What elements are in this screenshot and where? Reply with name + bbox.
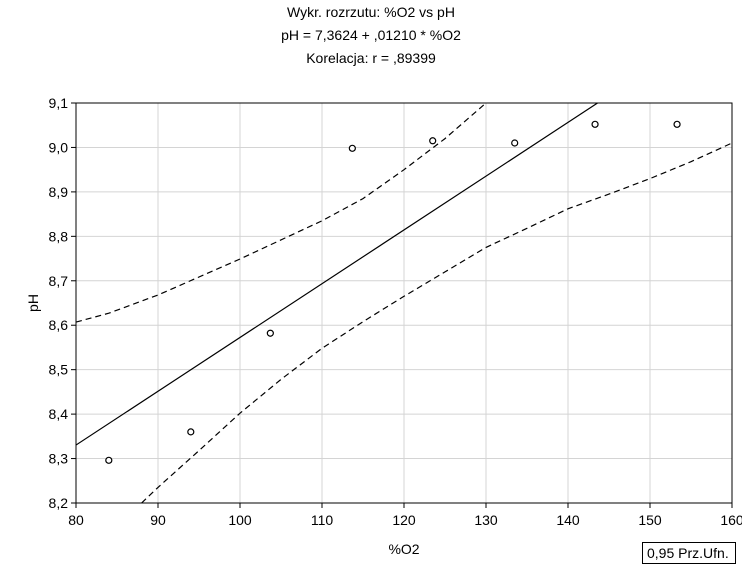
y-tick-label: 9,1 [49, 95, 69, 111]
x-tick-label: 110 [311, 512, 334, 528]
data-point [591, 120, 599, 128]
y-tick-label: 8,9 [49, 184, 69, 200]
grid-lines [75, 102, 733, 504]
x-tick-label: 160 [720, 512, 742, 528]
confidence-band-lower [141, 142, 732, 503]
regression-line [76, 103, 599, 446]
x-tick-label: 150 [638, 512, 662, 528]
data-point [348, 144, 356, 152]
y-axis-label: pH [25, 294, 41, 312]
x-tick-label: 130 [474, 512, 498, 528]
x-tick-label: 140 [556, 512, 580, 528]
data-point [673, 120, 681, 128]
x-tick-label: 120 [392, 512, 416, 528]
y-tick-label: 9,0 [49, 139, 69, 155]
y-tick-label: 8,5 [49, 362, 69, 378]
x-tick-label: 80 [68, 512, 84, 528]
curves-layer [76, 103, 732, 503]
confidence-band-upper [76, 103, 487, 323]
x-tick-label: 100 [228, 512, 252, 528]
data-point [511, 139, 519, 147]
y-tick-label: 8,4 [49, 406, 69, 422]
chart-title: Wykr. rozrzutu: %O2 vs pH [287, 4, 455, 20]
y-tick-label: 8,6 [49, 317, 69, 333]
y-tick-label: 8,3 [49, 451, 69, 467]
data-points [105, 120, 681, 464]
y-tick-label: 8,7 [49, 273, 69, 289]
data-point [266, 329, 274, 337]
regression-equation: pH = 7,3624 + ,01210 * %O2 [281, 27, 461, 43]
confidence-legend: 0,95 Prz.Ufn. [642, 542, 736, 564]
correlation-label: Korelacja: r = ,89399 [306, 50, 436, 66]
y-tick-label: 8,2 [49, 495, 69, 511]
x-axis-ticks: 80 90 100 110 120 130 140 150 160 [68, 503, 742, 528]
x-axis-label: %O2 [388, 541, 419, 557]
y-axis-ticks: 8,2 8,3 8,4 8,5 8,6 8,7 8,8 8,9 9,0 9,1 [49, 95, 76, 511]
x-tick-label: 90 [150, 512, 166, 528]
data-point [105, 456, 113, 464]
data-point [429, 137, 437, 145]
data-point [187, 428, 195, 436]
y-tick-label: 8,8 [49, 228, 69, 244]
